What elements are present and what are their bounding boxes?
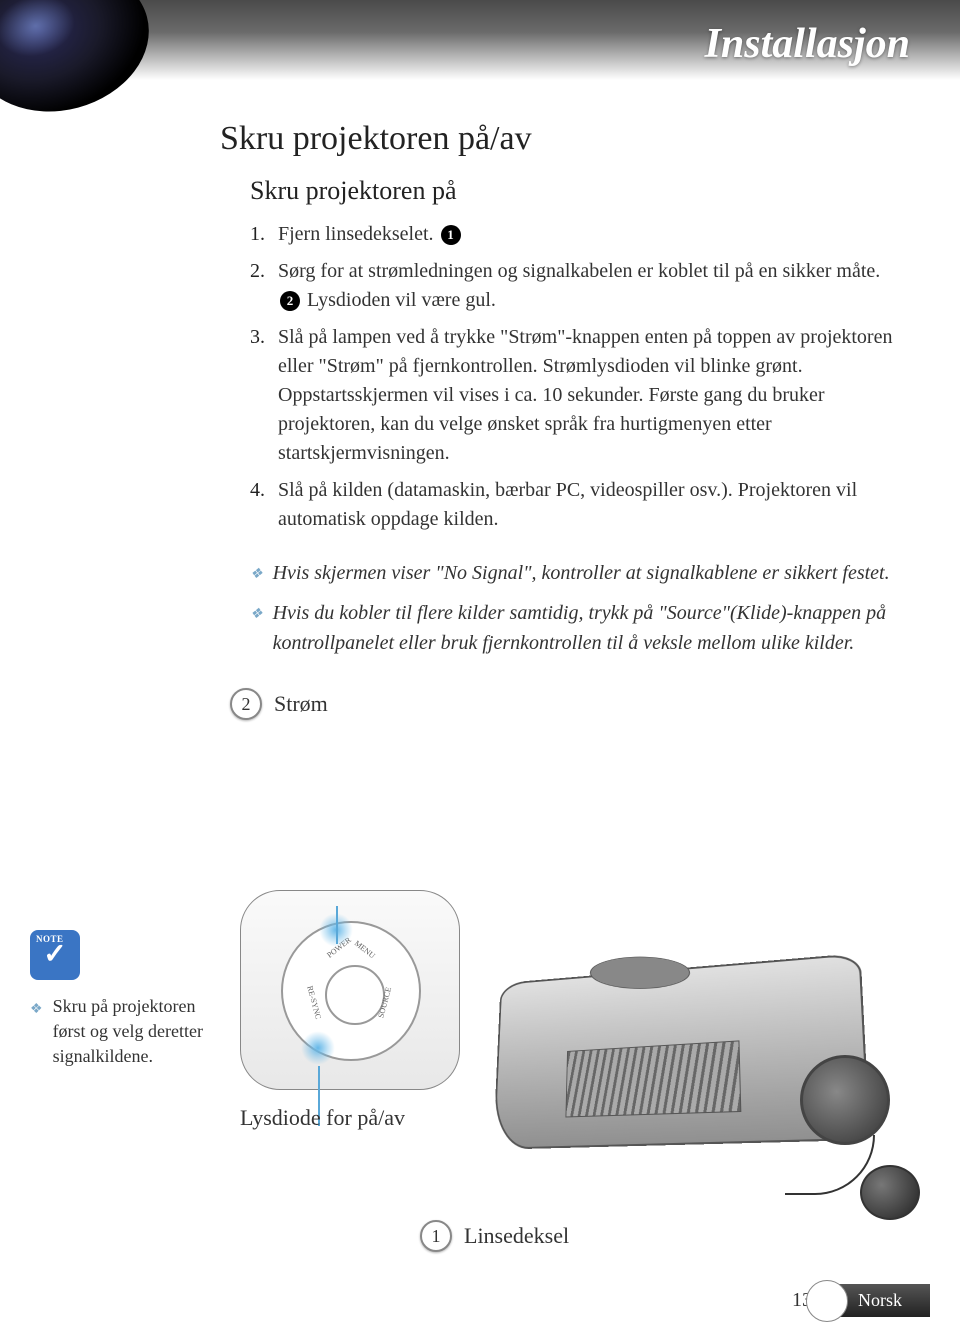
step-text-before: Sørg for at strømledningen og signalkabe… — [278, 260, 880, 282]
menu-label: MENU — [353, 939, 377, 961]
check-icon: ✓ — [43, 941, 66, 969]
main-content: Skru projektoren på/av Skru projektoren … — [220, 120, 900, 720]
step-text-after: Lysdioden vil være gul. — [302, 289, 496, 311]
control-panel-diagram: POWER MENU SOURCE RE-SYNC — [240, 890, 460, 1090]
step-1: 1. Fjern linsedekselet. 1 — [250, 220, 900, 249]
step-text: Slå på lampen ved å trykke "Strøm"-knapp… — [278, 323, 900, 468]
step-number: 2. — [250, 257, 278, 315]
callout-power: 2 Strøm — [230, 688, 900, 720]
leader-line — [336, 906, 338, 944]
led-label: Lysdiode for på/av — [240, 1105, 405, 1131]
diamond-icon: ❖ — [250, 604, 263, 658]
callout-label: Strøm — [274, 691, 328, 717]
step-text: Fjern linsedekselet. 1 — [278, 220, 900, 249]
projector-diagram — [480, 935, 900, 1185]
callout-number: 2 — [230, 688, 262, 720]
sidebar-note-text: Skru på projektoren først og velg derett… — [53, 994, 210, 1070]
diamond-icon: ❖ — [30, 1000, 43, 1070]
language-pill: Norsk — [818, 1284, 930, 1317]
source-label: SOURCE — [377, 986, 394, 1019]
step-4: 4. Slå på kilden (datamaskin, bærbar PC,… — [250, 476, 900, 534]
step-text-before: Fjern linsedekselet. — [278, 223, 439, 245]
chapter-title: Installasjon — [705, 20, 910, 68]
step-list: 1. Fjern linsedekselet. 1 2. Sørg for at… — [250, 220, 900, 534]
note-badge-text: NOTE — [36, 934, 64, 944]
callout-label: Linsedeksel — [464, 1223, 569, 1249]
diagram-area: POWER MENU SOURCE RE-SYNC Lysdiode for p… — [240, 860, 920, 1260]
lens-cap — [860, 1165, 920, 1220]
step-2: 2. Sørg for at strømledningen og signalk… — [250, 257, 900, 315]
resync-label: RE-SYNC — [305, 985, 323, 1020]
sidebar-note: NOTE ✓ ❖ Skru på projektoren først og ve… — [30, 930, 210, 1070]
callout-lenscap: 1 Linsedeksel — [420, 1220, 569, 1252]
step-number: 3. — [250, 323, 278, 468]
step-text: Sørg for at strømledningen og signalkabe… — [278, 257, 900, 315]
callout-number: 1 — [420, 1220, 452, 1252]
note-text: Hvis skjermen viser "No Signal", kontrol… — [273, 558, 890, 588]
note-item: ❖ Hvis skjermen viser "No Signal", kontr… — [250, 558, 900, 588]
step-3: 3. Slå på lampen ved å trykke "Strøm"-kn… — [250, 323, 900, 468]
step-number: 4. — [250, 476, 278, 534]
ref-badge-1: 1 — [441, 225, 461, 245]
page-footer: 13 Norsk — [792, 1284, 930, 1317]
sidebar-note-body: ❖ Skru på projektoren først og velg dere… — [30, 994, 210, 1070]
note-item: ❖ Hvis du kobler til flere kilder samtid… — [250, 598, 900, 658]
projector-lens — [800, 1055, 890, 1145]
note-list: ❖ Hvis skjermen viser "No Signal", kontr… — [250, 558, 900, 658]
ref-badge-2: 2 — [280, 291, 300, 311]
note-badge-icon: NOTE ✓ — [30, 930, 80, 980]
step-text: Slå på kilden (datamaskin, bærbar PC, vi… — [278, 476, 900, 534]
diamond-icon: ❖ — [250, 564, 263, 588]
section-heading: Skru projektoren på — [250, 176, 900, 206]
projector-vents — [565, 1040, 741, 1117]
page-heading: Skru projektoren på/av — [220, 120, 900, 158]
note-text: Hvis du kobler til flere kilder samtidig… — [273, 598, 900, 658]
step-number: 1. — [250, 220, 278, 249]
led-glow-icon — [301, 1031, 335, 1065]
